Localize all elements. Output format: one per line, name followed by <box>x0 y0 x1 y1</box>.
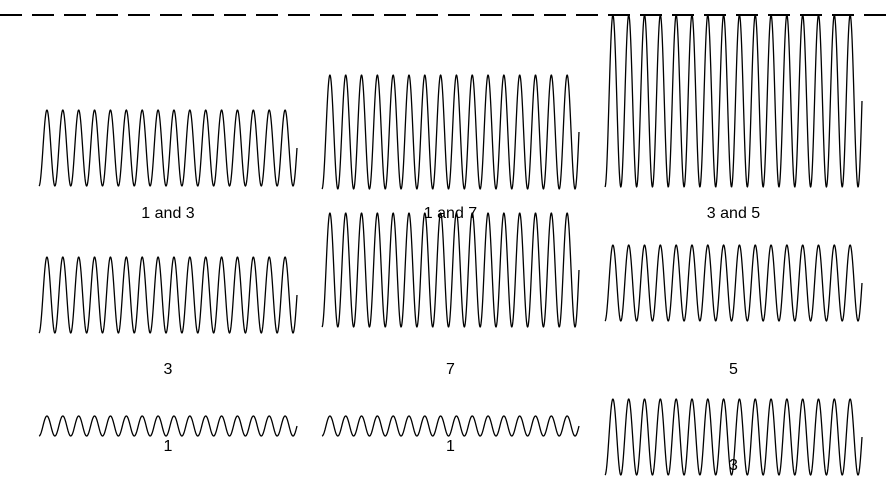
wave-panel-1: 1 and 3 <box>38 109 298 222</box>
wave-panel-4: 3 <box>38 256 298 378</box>
wave-label-7: 1 <box>164 438 173 455</box>
wave-panel-2: 1 and 7 <box>321 74 580 222</box>
wave-trace-2 <box>321 74 580 190</box>
wave-panel-8: 1 <box>321 415 580 455</box>
wave-label-9: 3 <box>729 457 738 474</box>
wave-trace-5 <box>321 212 580 328</box>
wave-label-8: 1 <box>446 438 455 455</box>
wave-trace-3 <box>604 14 863 188</box>
wave-panel-3: 3 and 5 <box>604 14 863 222</box>
wave-panel-6: 5 <box>604 244 863 378</box>
wave-panel-7: 1 <box>38 415 298 455</box>
wave-trace-1 <box>38 109 298 187</box>
wave-trace-9 <box>604 398 863 476</box>
wave-label-2: 1 and 7 <box>424 205 477 222</box>
wave-label-6: 5 <box>729 361 738 378</box>
wave-label-4: 3 <box>164 361 173 378</box>
wave-label-1: 1 and 3 <box>141 205 194 222</box>
wave-trace-8 <box>321 415 580 437</box>
wave-trace-7 <box>38 415 298 437</box>
wave-trace-4 <box>38 256 298 334</box>
wave-panel-5: 7 <box>321 212 580 378</box>
wave-label-3: 3 and 5 <box>707 205 760 222</box>
wave-panel-9: 3 <box>604 398 863 476</box>
wave-label-5: 7 <box>446 361 455 378</box>
wave-trace-6 <box>604 244 863 322</box>
